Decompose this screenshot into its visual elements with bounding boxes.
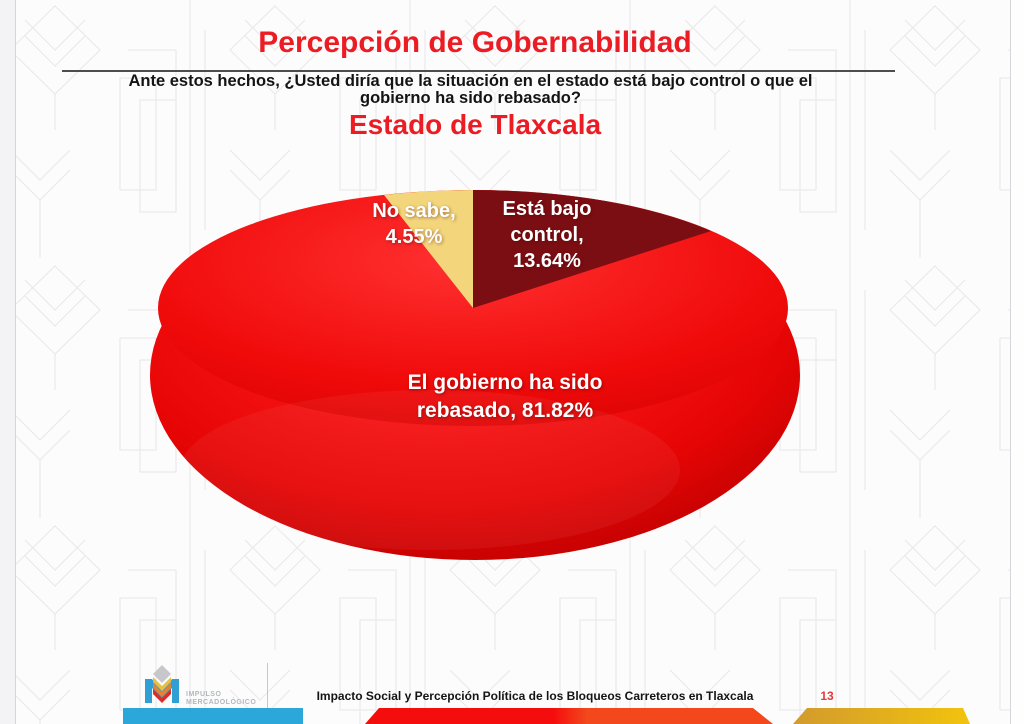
pie-label-no-sabe: No sabe, 4.55% (372, 200, 456, 248)
footer-bar-red (365, 708, 773, 724)
chart-subtitle: Estado de Tlaxcala (348, 109, 602, 140)
impulso-logo-text: IMPULSO MERCADOLÓGICO (186, 691, 276, 707)
footer-divider (267, 663, 268, 708)
logo-chevron-yellow (153, 677, 171, 691)
footer-bar-blue (123, 708, 303, 724)
title-underline (62, 70, 895, 72)
footer-bar-gold (793, 708, 970, 724)
logo-chevron-red (153, 689, 171, 703)
footer-report-title: Impacto Social y Percepción Política de … (316, 689, 754, 703)
logo-chevron-silver (153, 665, 171, 683)
page-number: 13 (820, 689, 834, 703)
page-margin-left (0, 0, 15, 724)
logo-text-line1: IMPULSO (186, 691, 222, 698)
logo-text-line2: MERCADOLÓGICO (186, 699, 257, 706)
pie-slice-no-sabe (384, 190, 473, 308)
page-edge-left (15, 0, 16, 724)
page-edge-right (1010, 0, 1011, 724)
survey-question: Ante estos hechos, ¿Usted diría que la s… (128, 72, 813, 107)
slide-title: Percepción de Gobernabilidad (258, 26, 692, 59)
pie-slice-bajo-control (473, 190, 711, 308)
pie-highlight (180, 390, 680, 550)
pie-label-rebasado: El gobierno ha sido rebasado, 81.82% (407, 371, 603, 422)
page-margin-right (1011, 0, 1024, 724)
impulso-logo-icon (145, 665, 179, 703)
pie-label-bajo-control: Está bajo control, 13.64% (502, 198, 592, 272)
logo-chevron-orange (153, 683, 171, 697)
